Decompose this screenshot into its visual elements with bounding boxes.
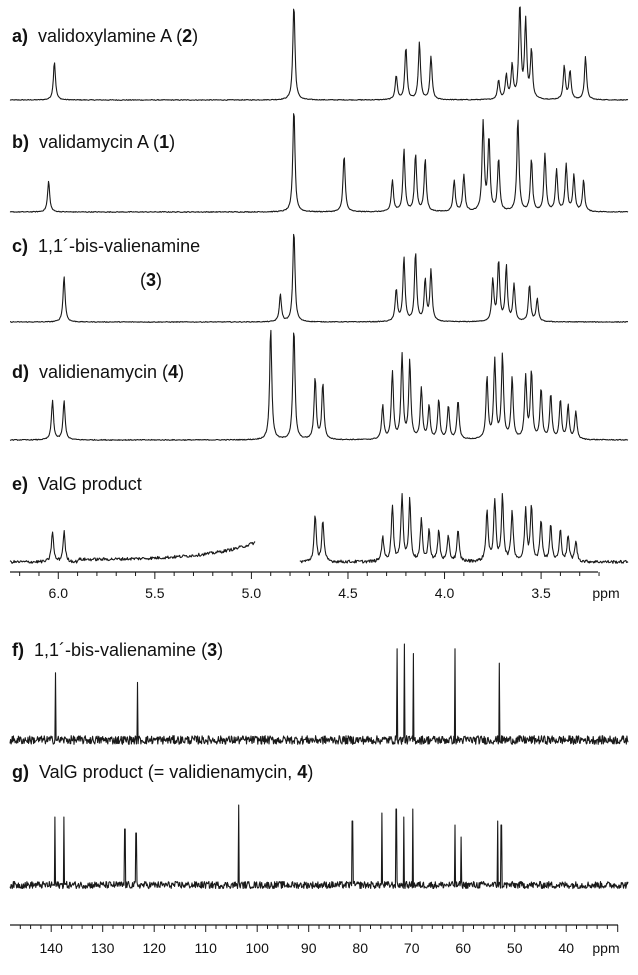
1h-tick-label: 3.5 xyxy=(531,585,551,601)
1h-tick-label: 4.0 xyxy=(435,585,455,601)
1h-tick-label: 6.0 xyxy=(49,585,69,601)
13c-tick-label: 40 xyxy=(558,940,574,956)
1h-tick-label: 4.5 xyxy=(338,585,358,601)
1h-spectrum-trace-a xyxy=(9,6,629,101)
1h-axis-unit-label: ppm xyxy=(592,585,619,601)
13c-tick-label: 80 xyxy=(352,940,368,956)
13c-spectrum-g: g) ValG product (= validienamycin, 4) xyxy=(9,762,629,890)
1h-spectrum-e: e) ValG product xyxy=(9,474,629,564)
1h-spectrum-a: a) validoxylamine A (2) xyxy=(9,6,629,101)
13c-ppm-axis: 140 130 120 110 100 90 80 70 60 50 40 ppm xyxy=(10,924,620,956)
1h-spectrum-trace-d xyxy=(9,329,629,441)
1h-spectrum-c: c) 1,1´-bis-valienamine (3) xyxy=(10,233,629,323)
13c-tick-label: 110 xyxy=(195,940,218,956)
1h-panel-label-d: d) validienamycin (4) xyxy=(12,362,184,382)
13c-tick-label: 90 xyxy=(301,940,317,956)
1h-spectrum-trace-c xyxy=(10,233,629,323)
13c-tick-label: 140 xyxy=(40,940,64,956)
1h-panel-label-e: e) ValG product xyxy=(12,474,142,494)
13c-axis-unit-label: ppm xyxy=(592,940,619,956)
13c-tick-label: 60 xyxy=(455,940,471,956)
13c-tick-label: 50 xyxy=(507,940,523,956)
1h-tick-label: 5.0 xyxy=(242,585,262,601)
13c-tick-label: 70 xyxy=(404,940,420,956)
13c-panel-label-g: g) ValG product (= validienamycin, 4) xyxy=(12,762,313,782)
1h-spectrum-d: d) validienamycin (4) xyxy=(9,329,629,441)
1h-panel-label-c-line2: (3) xyxy=(140,270,162,290)
1h-spectrum-trace-b xyxy=(9,113,629,213)
13c-spectrum-trace-f xyxy=(9,643,629,745)
1h-ppm-axis: 6.0 5.5 5.0 4.5 4.0 3.5 ppm xyxy=(10,571,620,601)
1h-panel-label-b: b) validamycin A (1) xyxy=(12,132,175,152)
13c-spectra-group: f) 1,1´-bis-valienamine (3) g) ValG product… xyxy=(9,640,629,890)
13c-tick-label: 130 xyxy=(91,940,115,956)
13c-spectrum-trace-g xyxy=(9,804,629,890)
13c-spectrum-f: f) 1,1´-bis-valienamine (3) xyxy=(9,640,629,745)
1h-spectrum-b: b) validamycin A (1) xyxy=(9,113,629,213)
1h-panel-label-a: a) validoxylamine A (2) xyxy=(12,26,198,46)
1h-spectrum-trace-e xyxy=(9,492,629,564)
1h-spectra-group: a) validoxylamine A (2) b) validamycin A (1… xyxy=(9,6,629,564)
1h-panel-label-c: c) 1,1´-bis-valienamine xyxy=(12,236,200,256)
13c-panel-label-f: f) 1,1´-bis-valienamine (3) xyxy=(12,640,223,660)
1h-tick-label: 5.5 xyxy=(145,585,165,601)
13c-tick-label: 120 xyxy=(143,940,167,956)
13c-tick-label: 100 xyxy=(246,940,270,956)
